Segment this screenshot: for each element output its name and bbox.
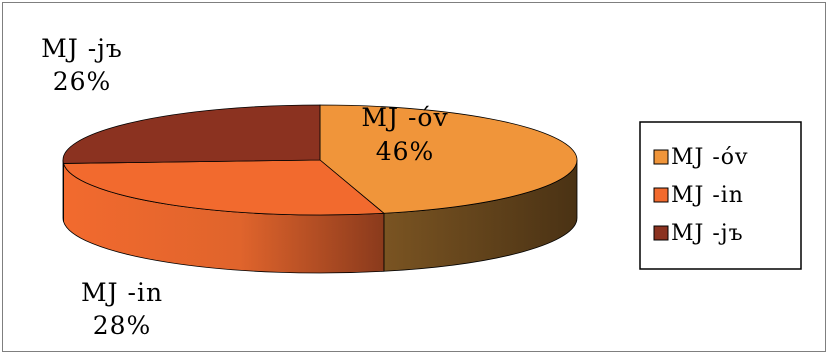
slice-label-ov-name: MJ -óv: [361, 103, 448, 132]
pie-side-jb: [62, 159, 64, 222]
slice-label-in-value: 28%: [93, 311, 152, 340]
pie-slice-in: [62, 159, 385, 216]
legend-label-ov: MJ -óv: [671, 145, 748, 170]
legend-swatch-in: [653, 187, 669, 203]
pie-labels: MJ -jъ 26% MJ -óv 46% MJ -in 28%: [41, 34, 448, 340]
slice-label-jb-name: MJ -jъ: [41, 34, 123, 63]
legend-swatch-ov: [653, 149, 669, 165]
legend: MJ -óv MJ -in MJ -jъ: [639, 121, 802, 270]
pie-tops: [62, 104, 578, 216]
legend-label-jb: MJ -jъ: [671, 221, 744, 246]
pie-slice-jb: [62, 104, 321, 164]
slice-label-jb-value: 26%: [53, 67, 112, 96]
legend-swatch-jb: [653, 225, 669, 241]
slice-label-in-name: MJ -in: [81, 278, 163, 307]
slice-label-ov-value: 46%: [376, 137, 435, 166]
pie-slice-ov: [319, 104, 578, 214]
legend-label-in: MJ -in: [671, 183, 744, 208]
